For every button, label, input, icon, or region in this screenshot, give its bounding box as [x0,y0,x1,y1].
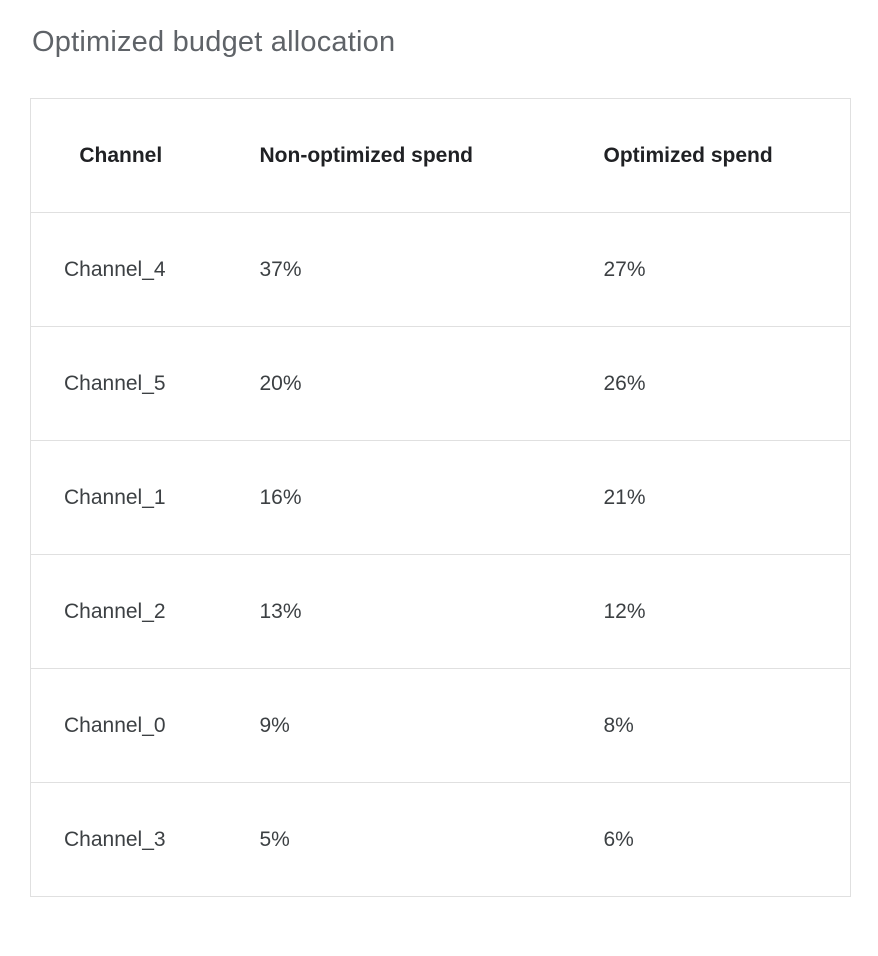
table-row: Channel_2 13% 12% [30,555,851,669]
table-row: Channel_5 20% 26% [30,327,851,441]
column-header-channel: Channel [79,143,163,167]
channel-cell: Channel_0 [64,713,166,737]
optimized-cell: 8% [603,713,634,737]
optimized-cell: 21% [603,485,646,509]
channel-cell: Channel_1 [64,485,166,509]
table-row: Channel_4 37% 27% [30,213,851,327]
optimized-cell: 12% [603,599,646,623]
budget-allocation-table-container: Channel Non-optimized spend Optimized sp… [30,98,851,897]
non-optimized-cell: 9% [259,713,290,737]
column-header-non-optimized-spend: Non-optimized spend [259,143,474,167]
non-optimized-cell: 16% [259,485,302,509]
optimized-cell: 6% [603,827,634,851]
table-row: Channel_1 16% 21% [30,441,851,555]
table-header-row: Channel Non-optimized spend Optimized sp… [30,99,851,213]
channel-cell: Channel_5 [64,371,166,395]
non-optimized-cell: 13% [259,599,302,623]
page-title: Optimized budget allocation [32,26,396,58]
table-row: Channel_0 9% 8% [30,669,851,783]
table-row: Channel_3 5% 6% [30,783,851,897]
channel-cell: Channel_3 [64,827,166,851]
channel-cell: Channel_4 [64,257,166,281]
non-optimized-cell: 37% [259,257,302,281]
non-optimized-cell: 20% [259,371,302,395]
optimized-cell: 26% [603,371,646,395]
non-optimized-cell: 5% [259,827,290,851]
optimized-cell: 27% [603,257,646,281]
channel-cell: Channel_2 [64,599,166,623]
column-header-optimized-spend: Optimized spend [603,143,773,167]
budget-allocation-table: Channel Non-optimized spend Optimized sp… [30,98,851,897]
